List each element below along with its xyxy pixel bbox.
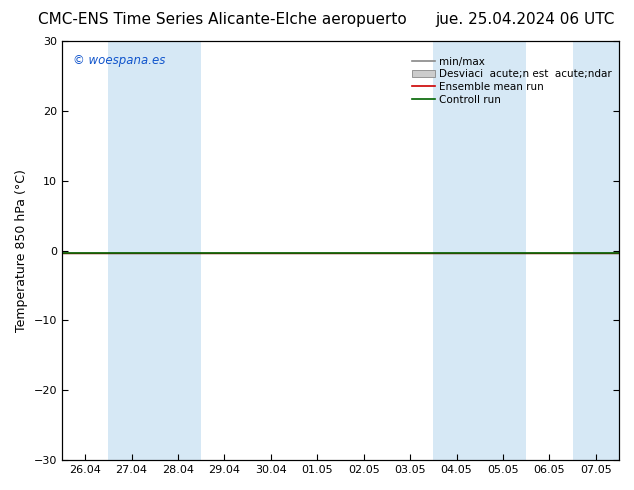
Bar xyxy=(573,41,634,460)
Bar xyxy=(433,41,526,460)
Text: jue. 25.04.2024 06 UTC: jue. 25.04.2024 06 UTC xyxy=(436,12,615,27)
Bar xyxy=(108,41,201,460)
Legend: min/max, Desviaci  acute;n est  acute;ndar, Ensemble mean run, Controll run: min/max, Desviaci acute;n est acute;ndar… xyxy=(410,55,614,107)
Text: © woespana.es: © woespana.es xyxy=(73,53,165,67)
Text: CMC-ENS Time Series Alicante-Elche aeropuerto: CMC-ENS Time Series Alicante-Elche aerop… xyxy=(37,12,406,27)
Y-axis label: Temperature 850 hPa (°C): Temperature 850 hPa (°C) xyxy=(15,169,28,332)
